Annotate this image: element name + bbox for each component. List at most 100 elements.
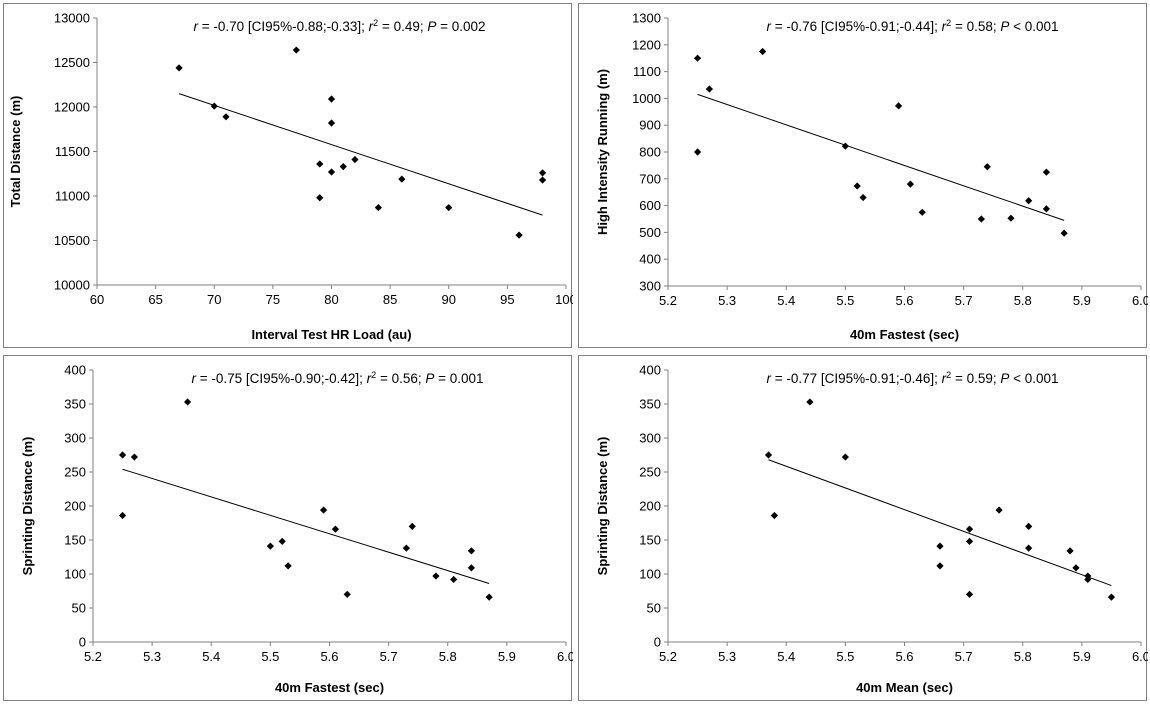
data-point [327, 168, 336, 176]
data-point [859, 193, 867, 202]
trendline [178, 93, 543, 216]
x-tick-label: 5.9 [498, 649, 516, 664]
y-tick-label: 300 [64, 431, 86, 446]
y-axis-title: Sprinting Distance (m) [595, 437, 610, 576]
x-axis-title: 40m Fastest (sec) [275, 680, 384, 695]
data-point [1025, 197, 1033, 205]
data-point [841, 453, 849, 461]
data-point [770, 511, 779, 520]
y-tick-label: 400 [639, 363, 661, 378]
data-point [432, 572, 440, 580]
chart-panel-sprinting-mean: 0 50 100 150 200 250 300 350 400 5.2 5.3 5.4 5.5 5.6 5… [578, 355, 1148, 701]
data-point [130, 453, 138, 461]
data-point [693, 54, 702, 62]
x-tick-label: 5.5 [836, 293, 854, 308]
data-point [118, 511, 127, 520]
data-point [319, 506, 328, 514]
data-point [118, 451, 127, 459]
data-point [402, 544, 410, 552]
data-point [210, 102, 218, 110]
x-tick-label: 75 [266, 292, 280, 307]
y-tick-label: 400 [64, 363, 86, 378]
data-point [351, 155, 359, 164]
data-point [894, 102, 903, 110]
y-axis-title: Sprinting Distance (m) [20, 437, 35, 576]
y-tick-label: 350 [639, 397, 661, 412]
x-tick-label: 95 [500, 292, 514, 307]
y-tick-label: 13000 [54, 11, 90, 26]
data-point [1042, 205, 1050, 213]
y-tick-label: 50 [72, 601, 86, 616]
chart-panel-total-distance: 10000 10500 11000 11500 12000 12500 13000 60 65 7… [3, 3, 573, 348]
data-point [977, 215, 985, 223]
data-point [936, 562, 944, 570]
y-tick-label: 700 [639, 171, 661, 186]
data-point [374, 203, 382, 212]
x-tick-label: 5.4 [202, 649, 220, 664]
y-tick-label: 150 [639, 533, 661, 548]
data-point [1084, 575, 1092, 584]
y-tick-label: 1200 [632, 37, 661, 52]
data-point [467, 564, 475, 572]
x-tick-label: 5.3 [718, 293, 736, 308]
y-tick-label: 11000 [55, 189, 90, 204]
chart-svg-2: 0 50 100 150 200 250 300 350 400 5.2 5.3 5.4 5.5 5.6 5… [20, 363, 573, 696]
data-point [965, 590, 974, 598]
trendline [122, 468, 490, 584]
data-point [292, 46, 300, 54]
data-point [515, 231, 523, 239]
x-tick-label: 6.0 [1132, 293, 1148, 308]
data-point [175, 64, 183, 72]
y-tick-label: 12000 [54, 100, 90, 115]
y-tick-label: 0 [654, 635, 661, 650]
data-point [316, 160, 324, 168]
x-tick-label: 6.0 [1132, 649, 1148, 664]
y-axis-title: High Intensity Running (m) [595, 69, 610, 235]
y-tick-label: 300 [639, 279, 661, 294]
x-axis-title: Interval Test HR Load (au) [251, 327, 411, 342]
y-tick-label: 100 [639, 567, 661, 582]
y-tick-label: 200 [639, 499, 661, 514]
x-tick-label: 6.0 [557, 649, 573, 664]
stats-annotation: r = -0.75 [CI95%-0.90;-0.42]; r2 = 0.56;… [191, 370, 483, 386]
y-tick-label: 600 [639, 198, 661, 213]
x-tick-label: 5.4 [777, 293, 795, 308]
data-point [538, 169, 547, 177]
trendline [697, 93, 1065, 221]
x-tick-label: 5.5 [261, 649, 279, 664]
data-point [1066, 547, 1074, 555]
x-tick-label: 5.7 [955, 293, 973, 308]
y-tick-label: 0 [79, 635, 86, 650]
data-point [467, 547, 475, 555]
x-axis-title: 40m Mean (sec) [856, 680, 953, 695]
data-point [1072, 564, 1080, 572]
data-point [327, 119, 336, 127]
y-tick-label: 250 [64, 465, 86, 480]
x-tick-label: 5.9 [1073, 649, 1091, 664]
stats-annotation: r = -0.77 [CI95%-0.91;-0.46]; r2 = 0.59;… [766, 370, 1058, 386]
data-point [965, 525, 974, 533]
data-point [316, 194, 324, 202]
x-tick-label: 5.4 [777, 649, 795, 664]
x-tick-label: 100 [555, 292, 573, 307]
x-tick-label: 5.6 [895, 293, 913, 308]
data-point [918, 208, 926, 216]
x-tick-label: 5.6 [320, 649, 338, 664]
data-point [485, 593, 493, 601]
data-point [759, 47, 767, 56]
y-tick-label: 50 [647, 601, 661, 616]
x-tick-label: 5.2 [84, 649, 102, 664]
chart-svg-3: 0 50 100 150 200 250 300 350 400 5.2 5.3 5.4 5.5 5.6 5… [595, 363, 1148, 696]
x-tick-label: 5.5 [836, 649, 854, 664]
trendline [768, 459, 1112, 587]
x-tick-label: 80 [324, 292, 338, 307]
y-tick-label: 250 [639, 465, 661, 480]
data-point [705, 85, 713, 93]
data-point [343, 590, 351, 598]
data-point [184, 398, 192, 406]
y-tick-label: 500 [639, 225, 661, 240]
x-tick-label: 5.8 [1014, 649, 1032, 664]
y-axis-title: Total Distance (m) [8, 96, 23, 208]
data-point [1042, 168, 1050, 176]
data-point [266, 542, 274, 550]
